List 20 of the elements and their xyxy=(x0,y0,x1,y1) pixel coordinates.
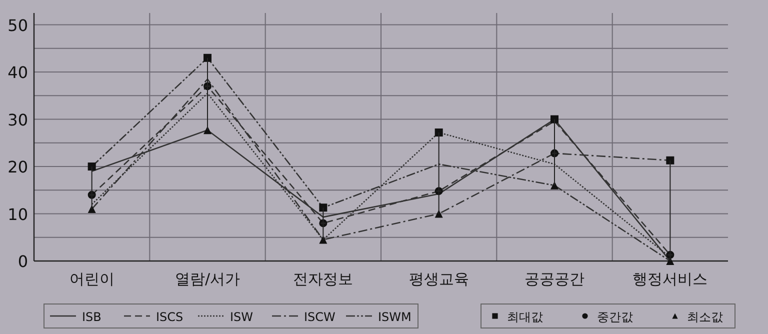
x-tick-label: 평생교육 xyxy=(408,270,469,288)
y-tick-label: 10 xyxy=(8,204,28,224)
x-tick-label: 행정서비스 xyxy=(632,270,708,288)
legend-label: ISCW xyxy=(304,310,336,324)
x-tick-label: 공공공간 xyxy=(524,270,584,288)
legend-label: 최소값 xyxy=(687,310,723,324)
legend-label: ISW xyxy=(230,310,254,324)
legend-label: ISCS xyxy=(156,310,184,324)
x-tick-label: 전자정보 xyxy=(293,270,354,288)
legend-label: ISB xyxy=(82,310,102,324)
y-tick-label: 20 xyxy=(8,158,28,177)
x-tick-label: 어린이 xyxy=(69,270,114,288)
y-tick-label: 40 xyxy=(8,63,28,82)
y-tick-label: 0 xyxy=(18,252,28,271)
legend-label: 중간값 xyxy=(597,310,633,324)
y-tick-label: 30 xyxy=(8,110,28,130)
x-tick-label: 열람/서가 xyxy=(174,270,240,288)
legend-label: 최대값 xyxy=(507,310,543,324)
y-tick-label: 50 xyxy=(8,16,28,35)
legend-label: ISWM xyxy=(378,310,412,324)
